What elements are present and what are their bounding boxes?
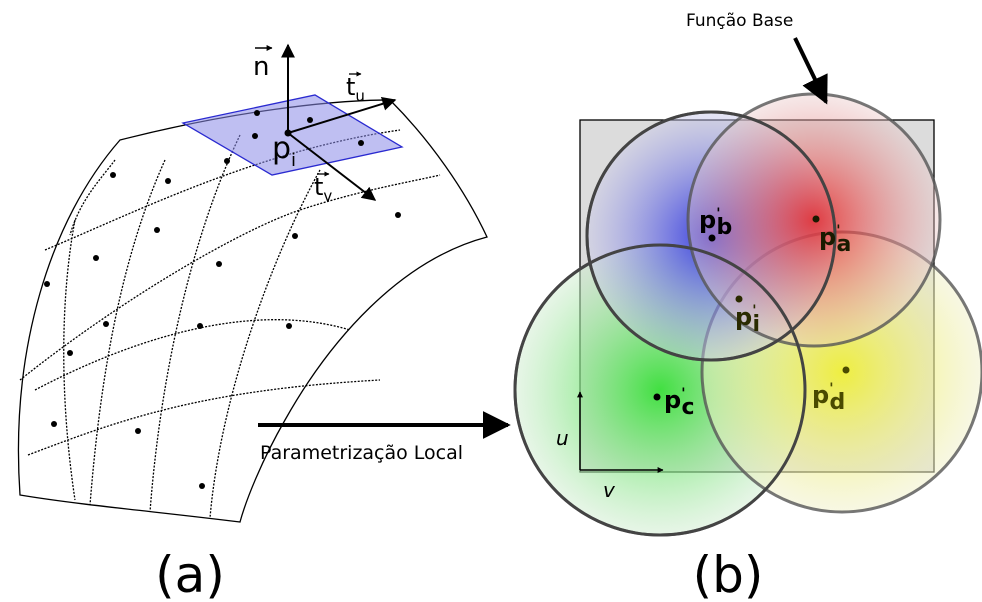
normal-label: n — [253, 52, 269, 82]
tangent-u-label: tu — [346, 73, 365, 105]
axis-v-label: v — [603, 478, 616, 502]
point-dot — [813, 216, 820, 223]
caption-b: (b) — [693, 546, 764, 602]
point-dot — [709, 235, 716, 242]
basis-label: Função Base — [686, 11, 793, 31]
point-dot — [654, 394, 661, 401]
arrow-label: Parametrização Local — [260, 442, 463, 464]
basis-arrow — [795, 38, 826, 102]
point-dot — [843, 367, 850, 374]
point-dot — [736, 296, 743, 303]
caption-a: (a) — [155, 546, 225, 602]
axis-u-label: u — [556, 426, 569, 450]
figure: n tu tv pi Parametrização Local u v Funç… — [0, 0, 982, 602]
